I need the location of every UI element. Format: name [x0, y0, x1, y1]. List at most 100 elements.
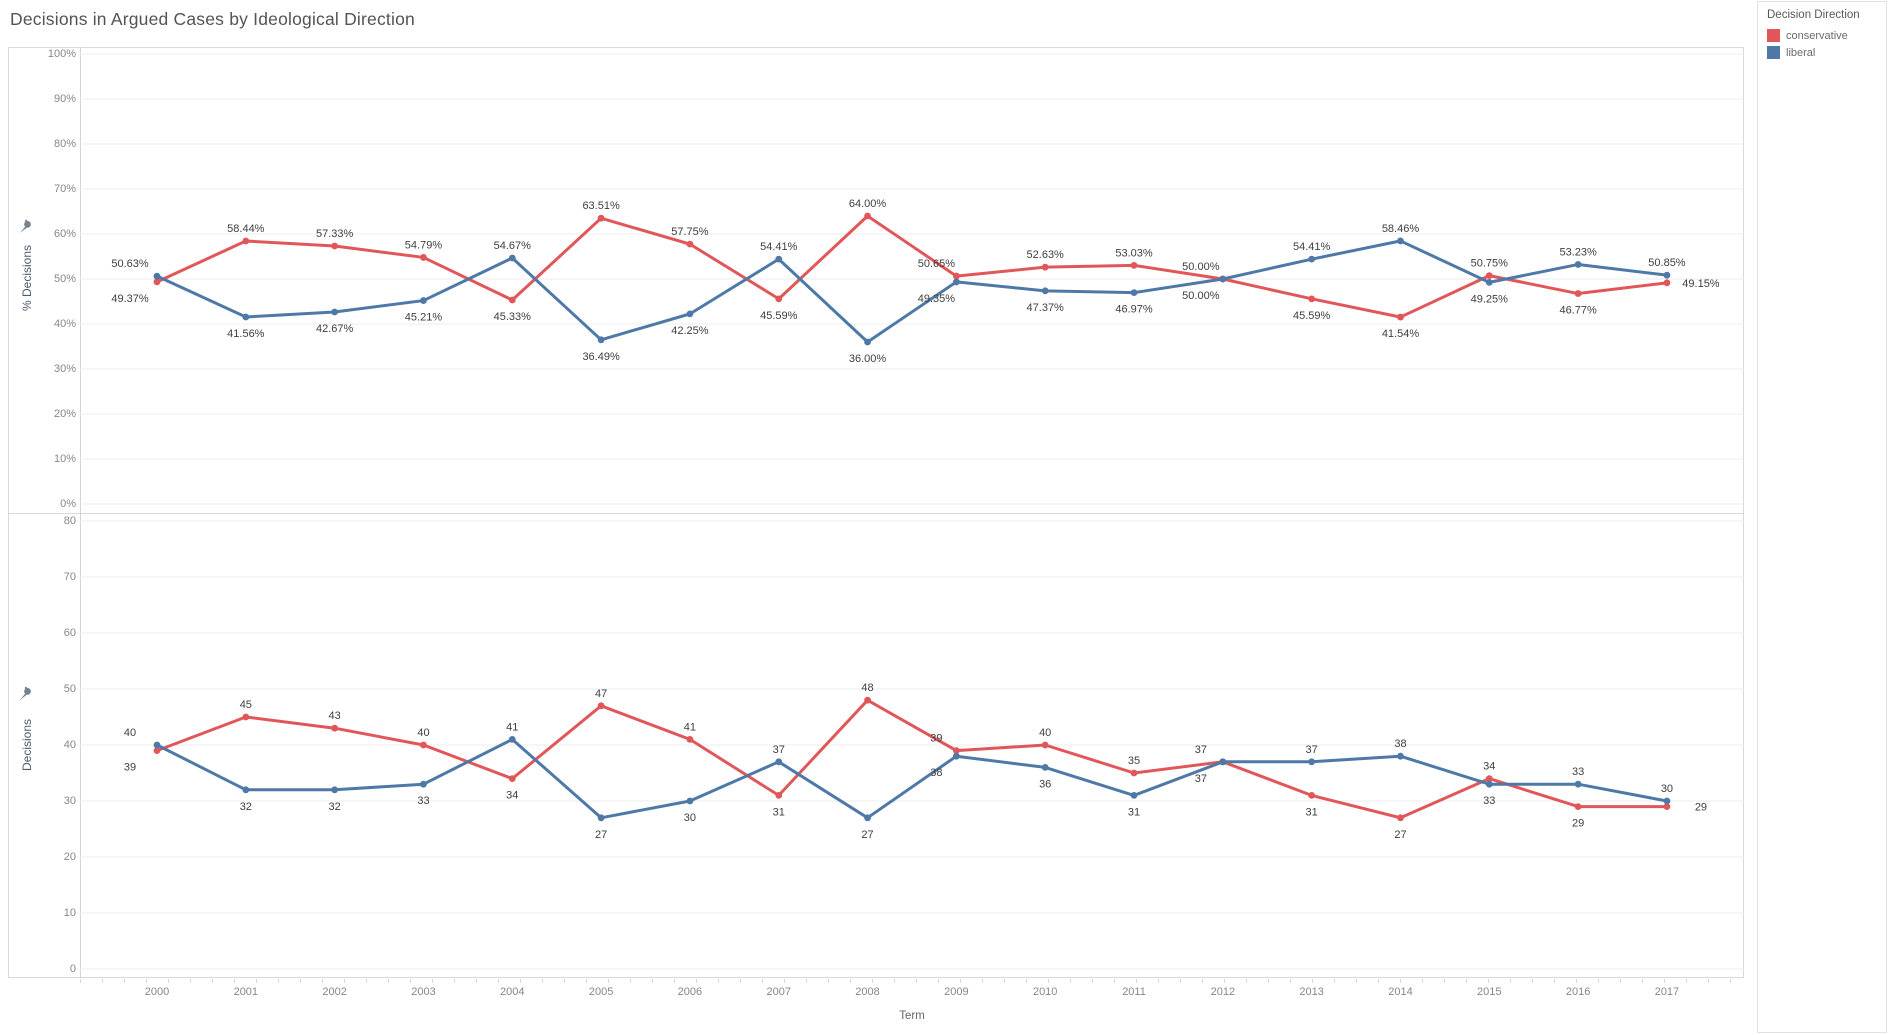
- liberal-data-point[interactable]: [1663, 271, 1671, 279]
- data-label: 53.23%: [1559, 246, 1597, 258]
- liberal-data-point[interactable]: [1130, 289, 1138, 297]
- conservative-data-point[interactable]: [1574, 290, 1582, 297]
- liberal-data-point[interactable]: [1308, 758, 1316, 766]
- x-tick-label: 2014: [1388, 986, 1413, 998]
- liberal-data-point[interactable]: [242, 313, 250, 321]
- conservative-data-point[interactable]: [1485, 775, 1493, 782]
- liberal-line[interactable]: [155, 239, 1669, 344]
- conservative-data-point[interactable]: [508, 775, 516, 782]
- liberal-data-point[interactable]: [508, 254, 516, 262]
- liberal-data-point[interactable]: [952, 278, 960, 286]
- liberal-data-point[interactable]: [864, 338, 871, 346]
- liberal-data-point[interactable]: [1130, 792, 1138, 799]
- liberal-line[interactable]: [155, 737, 1669, 820]
- liberal-data-point[interactable]: [1574, 261, 1582, 268]
- liberal-data-point[interactable]: [1397, 752, 1404, 760]
- conservative-data-point[interactable]: [864, 696, 871, 704]
- liberal-data-point[interactable]: [1574, 780, 1582, 788]
- conservative-data-point[interactable]: [1485, 272, 1493, 280]
- conservative-data-point[interactable]: [775, 792, 783, 799]
- conservative-data-point[interactable]: [597, 702, 605, 710]
- y-tick-label: 0: [69, 963, 76, 975]
- data-label: 40: [124, 727, 136, 739]
- conservative-data-point[interactable]: [242, 713, 250, 721]
- conservative-data-point[interactable]: [331, 724, 339, 732]
- liberal-data-point[interactable]: [508, 736, 516, 743]
- liberal-data-point[interactable]: [153, 741, 161, 749]
- data-label: 31: [1128, 806, 1140, 818]
- conservative-data-point[interactable]: [1663, 279, 1671, 287]
- liberal-data-point[interactable]: [1219, 758, 1227, 766]
- conservative-line[interactable]: [155, 698, 1669, 820]
- y-tick-label: 30%: [53, 363, 76, 375]
- x-tick-label: 2004: [500, 986, 525, 998]
- conservative-data-point[interactable]: [1130, 769, 1138, 777]
- liberal-data-point[interactable]: [864, 814, 871, 822]
- conservative-swatch-icon: [1767, 29, 1780, 42]
- percent-decisions-plot[interactable]: 50.63% 49.37% 58.44% 41.56% 57.33% 42.67% 54.7…: [80, 47, 1744, 513]
- data-label: 64.00%: [849, 198, 887, 210]
- conservative-data-point[interactable]: [242, 237, 250, 245]
- liberal-data-point[interactable]: [331, 308, 339, 316]
- conservative-data-point[interactable]: [1041, 741, 1049, 749]
- x-tick-label: 2017: [1654, 986, 1680, 998]
- liberal-data-point[interactable]: [1397, 237, 1404, 245]
- y-tick-label: 40: [63, 739, 76, 751]
- conservative-data-point[interactable]: [153, 747, 161, 754]
- liberal-data-point[interactable]: [597, 336, 605, 344]
- legend-item-conservative[interactable]: conservative: [1758, 27, 1886, 44]
- data-label: 30: [1661, 783, 1673, 795]
- conservative-data-point[interactable]: [775, 295, 783, 303]
- conservative-data-point[interactable]: [1308, 295, 1316, 303]
- conservative-data-point[interactable]: [1397, 814, 1404, 822]
- conservative-data-point[interactable]: [1397, 313, 1404, 321]
- x-tick-label: 2007: [766, 986, 791, 998]
- conservative-data-point[interactable]: [1574, 803, 1582, 810]
- liberal-data-point[interactable]: [686, 310, 694, 318]
- conservative-data-point[interactable]: [1663, 803, 1671, 810]
- liberal-data-point[interactable]: [775, 758, 783, 766]
- data-label: 40: [417, 727, 429, 739]
- conservative-line[interactable]: [155, 214, 1669, 319]
- liberal-data-point[interactable]: [153, 272, 161, 280]
- liberal-data-point[interactable]: [686, 797, 694, 805]
- liberal-data-point[interactable]: [331, 786, 339, 794]
- liberal-data-point[interactable]: [1041, 287, 1049, 295]
- data-label: 46.77%: [1559, 305, 1597, 317]
- y-tick-label: 70: [63, 571, 76, 583]
- conservative-data-point[interactable]: [508, 296, 516, 304]
- liberal-data-point[interactable]: [420, 780, 427, 788]
- conservative-data-point[interactable]: [153, 278, 161, 286]
- liberal-data-point[interactable]: [1663, 797, 1671, 805]
- liberal-data-point[interactable]: [420, 297, 427, 304]
- liberal-data-point[interactable]: [1219, 275, 1227, 283]
- conservative-data-point[interactable]: [331, 242, 339, 250]
- liberal-data-point[interactable]: [1485, 780, 1493, 788]
- liberal-data-point[interactable]: [1308, 255, 1316, 263]
- conservative-data-point[interactable]: [686, 736, 694, 743]
- data-label: 39: [124, 762, 136, 774]
- liberal-data-point[interactable]: [775, 255, 783, 263]
- conservative-data-point[interactable]: [1041, 263, 1049, 271]
- conservative-data-point[interactable]: [864, 212, 871, 220]
- liberal-data-point[interactable]: [1041, 764, 1049, 771]
- x-tick-label: 2001: [233, 986, 259, 998]
- liberal-data-point[interactable]: [1485, 278, 1493, 286]
- y-tick-label: 60: [63, 627, 76, 639]
- legend-item-liberal[interactable]: liberal: [1758, 44, 1886, 61]
- conservative-data-point[interactable]: [952, 272, 960, 280]
- conservative-data-point[interactable]: [597, 214, 605, 222]
- data-label: 37: [1195, 744, 1207, 756]
- conservative-data-point[interactable]: [1308, 792, 1316, 799]
- conservative-data-point[interactable]: [952, 747, 960, 754]
- conservative-data-point[interactable]: [1130, 261, 1138, 269]
- conservative-data-point[interactable]: [686, 240, 694, 248]
- y-tick-label: 20%: [53, 408, 76, 420]
- liberal-data-point[interactable]: [597, 814, 605, 822]
- decisions-count-plot[interactable]: 40 39 45 32 43 32 40 33 41 34 47 27 41 30 37 31 48 27 39 38…: [80, 513, 1744, 978]
- conservative-data-point[interactable]: [420, 254, 427, 261]
- data-label: 32: [240, 801, 252, 813]
- liberal-data-point[interactable]: [242, 786, 250, 794]
- conservative-data-point[interactable]: [420, 741, 427, 749]
- liberal-data-point[interactable]: [952, 752, 960, 760]
